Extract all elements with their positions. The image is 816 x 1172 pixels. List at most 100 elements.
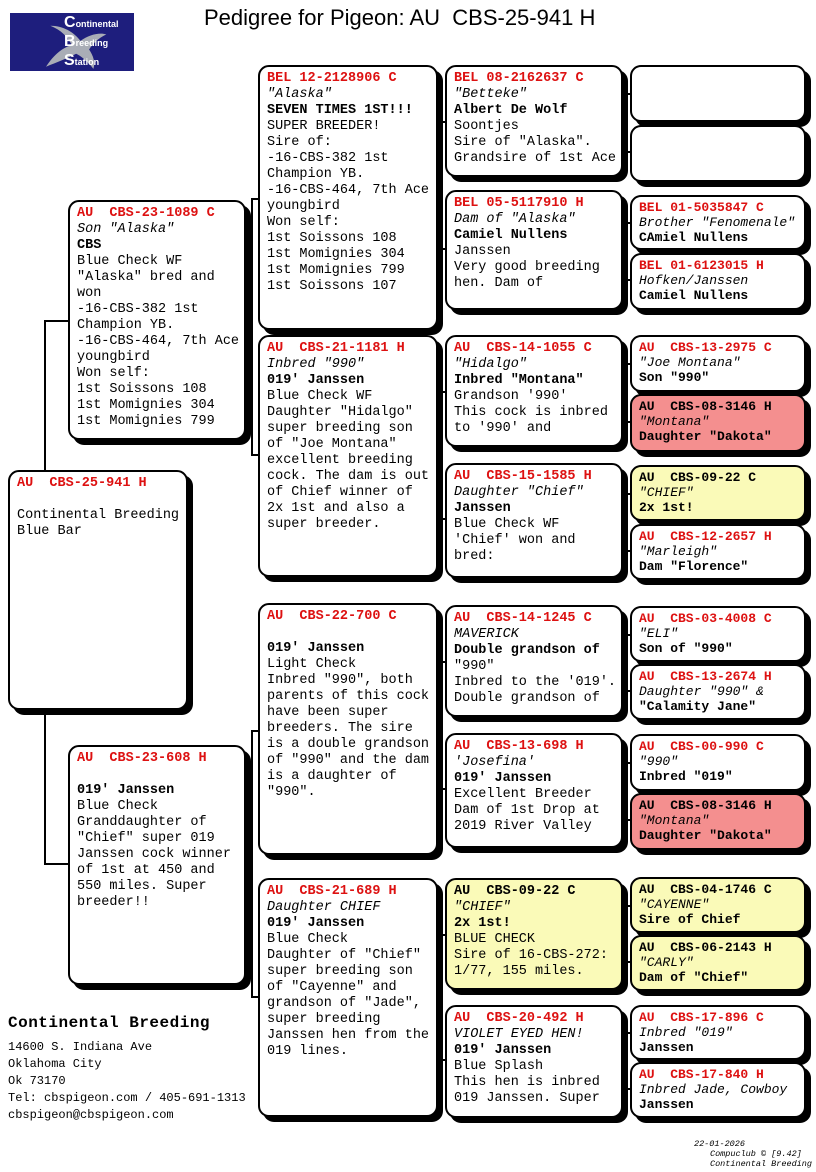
pedigree-connector-stub: [623, 661, 628, 663]
box-text-line: [77, 767, 239, 783]
pedigree-box: BEL 12-2128906 C "Alaska" SEVEN TIMES 1ST!…: [258, 65, 438, 330]
box-text-line: of 1st at 450 and: [77, 863, 215, 878]
box-text-line: SUPER BREEDER!: [267, 119, 381, 134]
box-text-line: Janssen: [454, 501, 511, 516]
ring-number: AU CBS-09-22 C: [454, 884, 576, 899]
ring-number: AU CBS-14-1055 C: [454, 341, 592, 356]
box-text-line: Son "990": [639, 370, 710, 385]
ring-number: AU CBS-13-2674 H: [639, 669, 772, 684]
box-text-line: Inbred "Montana": [454, 373, 584, 388]
box-text-line: Light Check: [267, 657, 357, 672]
box-text-line: "Alaska": [267, 87, 332, 102]
pedigree-connector-stub: [623, 790, 628, 792]
loft-email: cbspigeon@cbspigeon.com: [8, 1108, 174, 1122]
footer-date: 22-01-2026: [693, 1139, 745, 1149]
box-text-line: breeders. The sire: [267, 721, 413, 736]
ring-number: BEL 01-6123015 H: [639, 258, 764, 273]
pedigree-box: AU CBS-09-22 C "CHIEF" 2x 1st!: [630, 465, 806, 521]
box-text-line: Dam of 1st Drop at: [454, 803, 600, 818]
ring-number: AU CBS-17-840 H: [639, 1067, 764, 1082]
ring-number: AU CBS-20-492 H: [454, 1011, 584, 1026]
box-text-line: Daughter "Chief": [454, 485, 584, 500]
box-text-line: Hofken/Janssen: [639, 273, 749, 288]
pedigree-connector: [440, 391, 445, 520]
box-text-line: Inbred "019": [639, 769, 733, 784]
pedigree-box: AU CBS-03-4008 C "ELI" Son of "990": [630, 606, 806, 662]
pedigree-box: BEL 01-6123015 H Hofken/Janssen Camiel Nul…: [630, 253, 806, 310]
pedigree-box: BEL 01-5035847 C Brother "Fenomenale" CAmi…: [630, 195, 806, 250]
pedigree-connector: [626, 93, 630, 153]
box-text-line: excellent breeding: [267, 453, 413, 468]
box-text-line: Daughter "990" &: [639, 684, 764, 699]
pedigree-connector-stub: [623, 391, 628, 393]
box-text-line: of "Joe Montana": [267, 437, 397, 452]
box-text-line: "Calamity Jane": [639, 699, 757, 714]
loft-contact-block: Continental Breeding 14600 S. Indiana Av…: [8, 1014, 246, 1124]
box-text-line: Excellent Breeder: [454, 787, 592, 802]
box-text-line: Champion YB.: [267, 167, 365, 182]
pedigree-connector-stub: [438, 456, 442, 458]
pedigree-connector: [626, 634, 630, 692]
box-text-line: Janssen: [454, 244, 511, 259]
box-text-line: is a daughter of: [267, 769, 397, 784]
box-text-line: won: [77, 286, 102, 301]
pedigree-box: AU CBS-14-1245 C MAVERICK Double grandson …: [445, 605, 623, 717]
pedigree-connector-stub: [438, 998, 442, 1000]
pedigree-connector-stub: [623, 1061, 628, 1063]
box-text-line: "Joe Montana": [639, 355, 741, 370]
box-text-line: Champion YB.: [77, 318, 175, 333]
loft-address-line: 14600 S. Indiana Ave: [8, 1040, 153, 1054]
pedigree-box: AU CBS-22-700 C 019' Janssen Light Check I…: [258, 603, 438, 855]
ring-number: AU CBS-17-896 C: [639, 1010, 764, 1025]
box-text-line: "Hidalgo": [454, 357, 527, 372]
box-text-line: -16-CBS-464, 7th Ace: [77, 334, 240, 349]
box-text-line: Blue Check WF: [454, 517, 560, 532]
box-text-line: 1st Soissons 108: [267, 231, 397, 246]
box-text-line: 1st Soissons 107: [267, 279, 397, 294]
box-text-line: Son of "990": [639, 641, 733, 656]
pedigree-box: AU CBS-23-1089 C Son "Alaska" CBS Blue Chec…: [68, 200, 246, 440]
pedigree-connector: [440, 934, 445, 1061]
box-text-line: Daughter "Dakota": [639, 429, 772, 444]
box-text-line: is a double grandson: [267, 737, 430, 752]
box-text-line: Blue Check: [267, 932, 349, 947]
ring-number: AU CBS-23-1089 C: [77, 206, 215, 221]
box-text-line: to '990' and: [454, 421, 552, 436]
box-text-line: "CHIEF": [639, 485, 694, 500]
box-text-line: Granddaughter of: [77, 815, 207, 830]
box-text-line: Inbred to the '019'.: [454, 675, 617, 690]
box-text-line: SEVEN TIMES 1ST!!!: [267, 103, 413, 118]
box-text-line: youngbird: [77, 350, 150, 365]
pedigree-connector-stub: [623, 121, 628, 123]
page-title: Pedigree for Pigeon: AU CBS-25-941 H: [204, 5, 596, 30]
box-text-line: Dam of "Chief": [639, 970, 749, 985]
box-text-line: Inbred "019": [639, 1025, 733, 1040]
box-text-line: 550 miles. Super: [77, 879, 207, 894]
pedigree-box-empty: [630, 125, 806, 182]
box-text-line: Won self:: [267, 215, 340, 230]
box-text-line: Double grandson of: [454, 691, 600, 706]
box-text-line: "Alaska" bred and: [77, 270, 215, 285]
box-text-line: BLUE CHECK: [454, 932, 536, 947]
box-text-line: 1st Momignies 304: [77, 398, 215, 413]
box-text-line: Sire of Chief: [639, 912, 741, 927]
ring-number: AU CBS-13-2975 C: [639, 340, 772, 355]
logo-line: Breeding: [64, 33, 109, 50]
pedigree-connector-stub: [623, 250, 628, 252]
pedigree-box: AU CBS-09-22 C "CHIEF" 2x 1st! BLUE CHECK Si…: [445, 878, 623, 990]
box-text-line: Janssen: [639, 1097, 694, 1112]
ring-number: AU CBS-08-3146 H: [639, 798, 772, 813]
box-text-line: "Montana": [639, 414, 710, 429]
pedigree-box: AU CBS-17-840 H Inbred Jade, Cowboy Jansse…: [630, 1062, 806, 1118]
ring-number: AU CBS-14-1245 C: [454, 611, 592, 626]
pedigree-connector: [251, 730, 258, 998]
ring-number: BEL 08-2162637 C: [454, 71, 584, 86]
box-text-line: 1/77, 155 miles.: [454, 964, 584, 979]
pedigree-connector-stub: [623, 934, 628, 936]
pedigree-connector: [626, 493, 630, 552]
pedigree-box: AU CBS-20-492 H VIOLET EYED HEN! 019' Jans…: [445, 1005, 623, 1118]
box-text-line: Blue Check WF: [267, 389, 373, 404]
box-text-line: Brother "Fenomenale": [639, 215, 796, 230]
box-text-line: Camiel Nullens: [639, 288, 749, 303]
